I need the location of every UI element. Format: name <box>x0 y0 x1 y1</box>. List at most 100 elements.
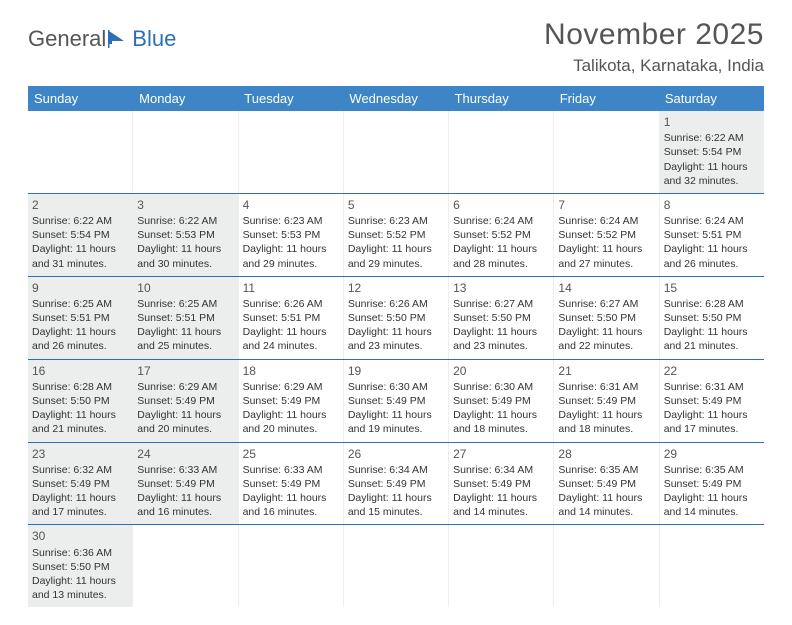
sunset-text: Sunset: 5:50 PM <box>558 311 654 325</box>
day-cell <box>239 111 344 193</box>
day-number: 4 <box>243 197 339 213</box>
sunset-text: Sunset: 5:49 PM <box>664 394 760 408</box>
day-number: 15 <box>664 280 760 296</box>
daylight-text: Daylight: 11 hours and 15 minutes. <box>348 491 444 519</box>
daylight-text: Daylight: 11 hours and 17 minutes. <box>32 491 128 519</box>
day-cell: 6Sunrise: 6:24 AMSunset: 5:52 PMDaylight… <box>449 194 554 276</box>
calendar-grid: SundayMondayTuesdayWednesdayThursdayFrid… <box>28 86 764 607</box>
day-cell: 11Sunrise: 6:26 AMSunset: 5:51 PMDayligh… <box>239 277 344 359</box>
day-number: 7 <box>558 197 654 213</box>
daylight-text: Daylight: 11 hours and 28 minutes. <box>453 242 549 270</box>
sunset-text: Sunset: 5:51 PM <box>32 311 128 325</box>
day-cell <box>660 525 764 607</box>
day-cell: 22Sunrise: 6:31 AMSunset: 5:49 PMDayligh… <box>660 360 764 442</box>
day-number: 27 <box>453 446 549 462</box>
day-cell <box>28 111 133 193</box>
day-cell: 21Sunrise: 6:31 AMSunset: 5:49 PMDayligh… <box>554 360 659 442</box>
daylight-text: Daylight: 11 hours and 21 minutes. <box>664 325 760 353</box>
sunset-text: Sunset: 5:54 PM <box>32 228 128 242</box>
dow-cell: Saturday <box>659 86 764 111</box>
day-number: 18 <box>243 363 339 379</box>
day-cell <box>449 525 554 607</box>
daylight-text: Daylight: 11 hours and 17 minutes. <box>664 408 760 436</box>
sunset-text: Sunset: 5:49 PM <box>453 477 549 491</box>
day-cell: 28Sunrise: 6:35 AMSunset: 5:49 PMDayligh… <box>554 443 659 525</box>
daylight-text: Daylight: 11 hours and 27 minutes. <box>558 242 654 270</box>
logo-text-general: General <box>28 26 106 52</box>
sunrise-text: Sunrise: 6:24 AM <box>453 214 549 228</box>
sunset-text: Sunset: 5:49 PM <box>243 477 339 491</box>
logo: General Blue <box>28 26 176 52</box>
daylight-text: Daylight: 11 hours and 20 minutes. <box>137 408 233 436</box>
calendar-page: General Blue November 2025 Talikota, Kar… <box>0 0 792 625</box>
day-number: 14 <box>558 280 654 296</box>
sunrise-text: Sunrise: 6:29 AM <box>243 380 339 394</box>
daylight-text: Daylight: 11 hours and 14 minutes. <box>558 491 654 519</box>
sunrise-text: Sunrise: 6:35 AM <box>558 463 654 477</box>
sunset-text: Sunset: 5:53 PM <box>137 228 233 242</box>
sunrise-text: Sunrise: 6:33 AM <box>243 463 339 477</box>
day-cell: 25Sunrise: 6:33 AMSunset: 5:49 PMDayligh… <box>239 443 344 525</box>
sunrise-text: Sunrise: 6:34 AM <box>453 463 549 477</box>
header-row: General Blue November 2025 Talikota, Kar… <box>28 18 764 76</box>
day-cell: 4Sunrise: 6:23 AMSunset: 5:53 PMDaylight… <box>239 194 344 276</box>
sunset-text: Sunset: 5:49 PM <box>453 394 549 408</box>
day-number: 13 <box>453 280 549 296</box>
sunrise-text: Sunrise: 6:28 AM <box>664 297 760 311</box>
location-subtitle: Talikota, Karnataka, India <box>544 56 764 76</box>
day-number: 6 <box>453 197 549 213</box>
weeks-container: 1Sunrise: 6:22 AMSunset: 5:54 PMDaylight… <box>28 111 764 607</box>
sunrise-text: Sunrise: 6:31 AM <box>558 380 654 394</box>
week-row: 2Sunrise: 6:22 AMSunset: 5:54 PM Daylight… <box>28 194 764 277</box>
daylight-text: Daylight: 11 hours and 21 minutes. <box>32 408 128 436</box>
sunrise-text: Sunrise: 6:28 AM <box>32 380 128 394</box>
title-block: November 2025 Talikota, Karnataka, India <box>544 18 764 76</box>
day-cell <box>554 525 659 607</box>
dow-cell: Sunday <box>28 86 133 111</box>
sunset-text: Sunset: 5:54 PM <box>664 145 760 159</box>
daylight-text: Daylight: 11 hours and 29 minutes. <box>243 242 339 270</box>
sunset-text: Sunset: 5:50 PM <box>32 560 128 574</box>
sunset-text: Sunset: 5:49 PM <box>32 477 128 491</box>
day-cell: 1Sunrise: 6:22 AMSunset: 5:54 PMDaylight… <box>660 111 764 193</box>
sunset-text: Sunset: 5:50 PM <box>348 311 444 325</box>
sunset-text: Sunset: 5:49 PM <box>348 394 444 408</box>
daylight-text: Daylight: 11 hours and 16 minutes. <box>137 491 233 519</box>
day-cell: 12Sunrise: 6:26 AMSunset: 5:50 PMDayligh… <box>344 277 449 359</box>
sunrise-text: Sunrise: 6:36 AM <box>32 546 128 560</box>
day-number: 21 <box>558 363 654 379</box>
sunrise-text: Sunrise: 6:31 AM <box>664 380 760 394</box>
day-cell: 13Sunrise: 6:27 AMSunset: 5:50 PMDayligh… <box>449 277 554 359</box>
day-cell: 15Sunrise: 6:28 AMSunset: 5:50 PMDayligh… <box>660 277 764 359</box>
day-cell: 17Sunrise: 6:29 AMSunset: 5:49 PMDayligh… <box>133 360 238 442</box>
sunrise-text: Sunrise: 6:27 AM <box>558 297 654 311</box>
daylight-text: Daylight: 11 hours and 16 minutes. <box>243 491 339 519</box>
daylight-text: Daylight: 11 hours and 25 minutes. <box>137 325 233 353</box>
day-cell: 19Sunrise: 6:30 AMSunset: 5:49 PMDayligh… <box>344 360 449 442</box>
day-cell <box>133 525 238 607</box>
dow-cell: Friday <box>554 86 659 111</box>
sunrise-text: Sunrise: 6:23 AM <box>348 214 444 228</box>
sunrise-text: Sunrise: 6:33 AM <box>137 463 233 477</box>
day-number: 1 <box>664 114 760 130</box>
sunrise-text: Sunrise: 6:22 AM <box>32 214 128 228</box>
daylight-text: Daylight: 11 hours and 30 minutes. <box>137 242 233 270</box>
sunset-text: Sunset: 5:49 PM <box>137 477 233 491</box>
daylight-text: Daylight: 11 hours and 18 minutes. <box>453 408 549 436</box>
sunset-text: Sunset: 5:52 PM <box>348 228 444 242</box>
day-cell <box>133 111 238 193</box>
sunrise-text: Sunrise: 6:29 AM <box>137 380 233 394</box>
month-title: November 2025 <box>544 18 764 52</box>
week-row: 23Sunrise: 6:32 AMSunset: 5:49 PMDayligh… <box>28 443 764 526</box>
sunrise-text: Sunrise: 6:35 AM <box>664 463 760 477</box>
day-number: 2 <box>32 197 128 213</box>
sunrise-text: Sunrise: 6:23 AM <box>243 214 339 228</box>
sunrise-text: Sunrise: 6:30 AM <box>453 380 549 394</box>
day-cell <box>344 111 449 193</box>
day-of-week-header: SundayMondayTuesdayWednesdayThursdayFrid… <box>28 86 764 111</box>
day-number: 9 <box>32 280 128 296</box>
day-number: 23 <box>32 446 128 462</box>
day-number: 30 <box>32 528 128 544</box>
day-number: 5 <box>348 197 444 213</box>
sunset-text: Sunset: 5:51 PM <box>243 311 339 325</box>
